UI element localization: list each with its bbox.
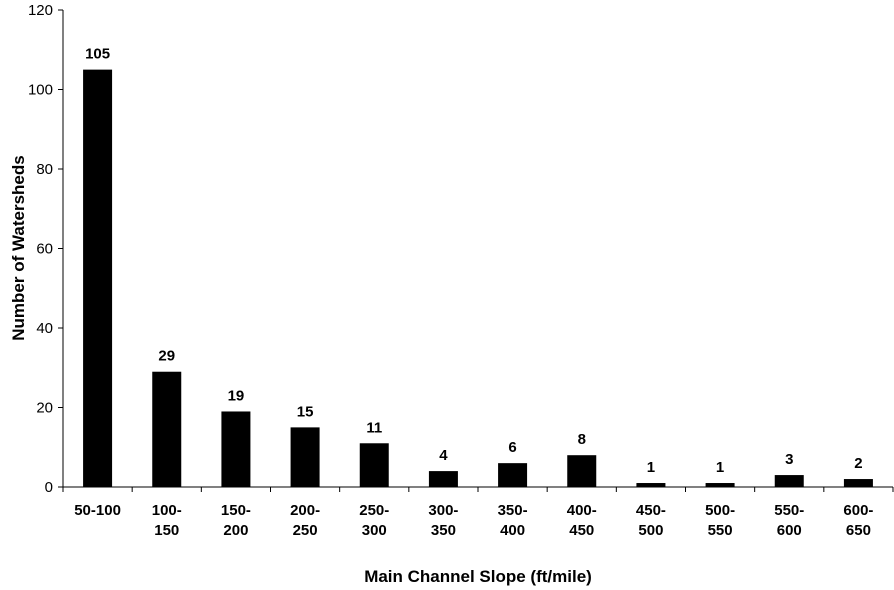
x-tick-label: 450-500 [636, 502, 666, 539]
y-axis: 0 20 40 60 80 100 120 [28, 2, 64, 496]
data-label: 15 [297, 403, 314, 420]
x-tick-label: 200-250 [290, 502, 320, 539]
x-tick-label: 500-550 [705, 502, 735, 539]
data-label: 19 [228, 387, 245, 404]
x-tick-label: 300-350 [428, 502, 458, 539]
data-label: 2 [854, 455, 862, 472]
data-label: 105 [85, 46, 110, 63]
y-tick-label: 80 [36, 161, 53, 178]
y-tick-label: 0 [45, 479, 53, 496]
bar [774, 475, 804, 487]
bar [636, 483, 666, 487]
y-axis-title: Number of Watersheds [9, 155, 28, 340]
data-label: 6 [508, 439, 516, 456]
bar [152, 371, 182, 487]
x-tick-label: 150-200 [221, 502, 251, 539]
data-label: 3 [785, 451, 793, 468]
x-tick-label: 250-300 [359, 502, 389, 539]
bars [83, 69, 873, 487]
bar [498, 463, 528, 487]
x-axis-title: Main Channel Slope (ft/mile) [364, 567, 592, 586]
y-tick-label: 120 [28, 2, 53, 19]
data-label: 4 [439, 447, 448, 464]
bar [705, 483, 735, 487]
data-label: 1 [647, 459, 655, 476]
data-label: 8 [578, 431, 586, 448]
x-axis: 50-100 100-150 150-200 200-250 250-300 300-35… [62, 486, 894, 539]
y-tick-label: 60 [36, 241, 53, 258]
bar [843, 479, 873, 487]
bar [359, 443, 389, 487]
data-label: 11 [366, 419, 382, 436]
data-label: 29 [158, 348, 175, 365]
bar [83, 69, 113, 487]
y-tick-label: 20 [36, 400, 53, 417]
bar [567, 455, 597, 487]
y-tick-label: 100 [28, 82, 53, 99]
x-tick-label: 350-400 [498, 502, 528, 539]
bar [290, 427, 320, 487]
bar [221, 411, 251, 487]
x-tick-label: 550-600 [774, 502, 804, 539]
bar [428, 471, 458, 487]
y-tick-label: 40 [36, 320, 53, 337]
x-tick-label: 600-650 [843, 502, 873, 539]
x-tick-label: 400-450 [567, 502, 597, 539]
x-tick-label: 100-150 [152, 502, 182, 539]
data-label: 1 [716, 459, 724, 476]
x-tick-label: 50-100 [74, 502, 121, 519]
